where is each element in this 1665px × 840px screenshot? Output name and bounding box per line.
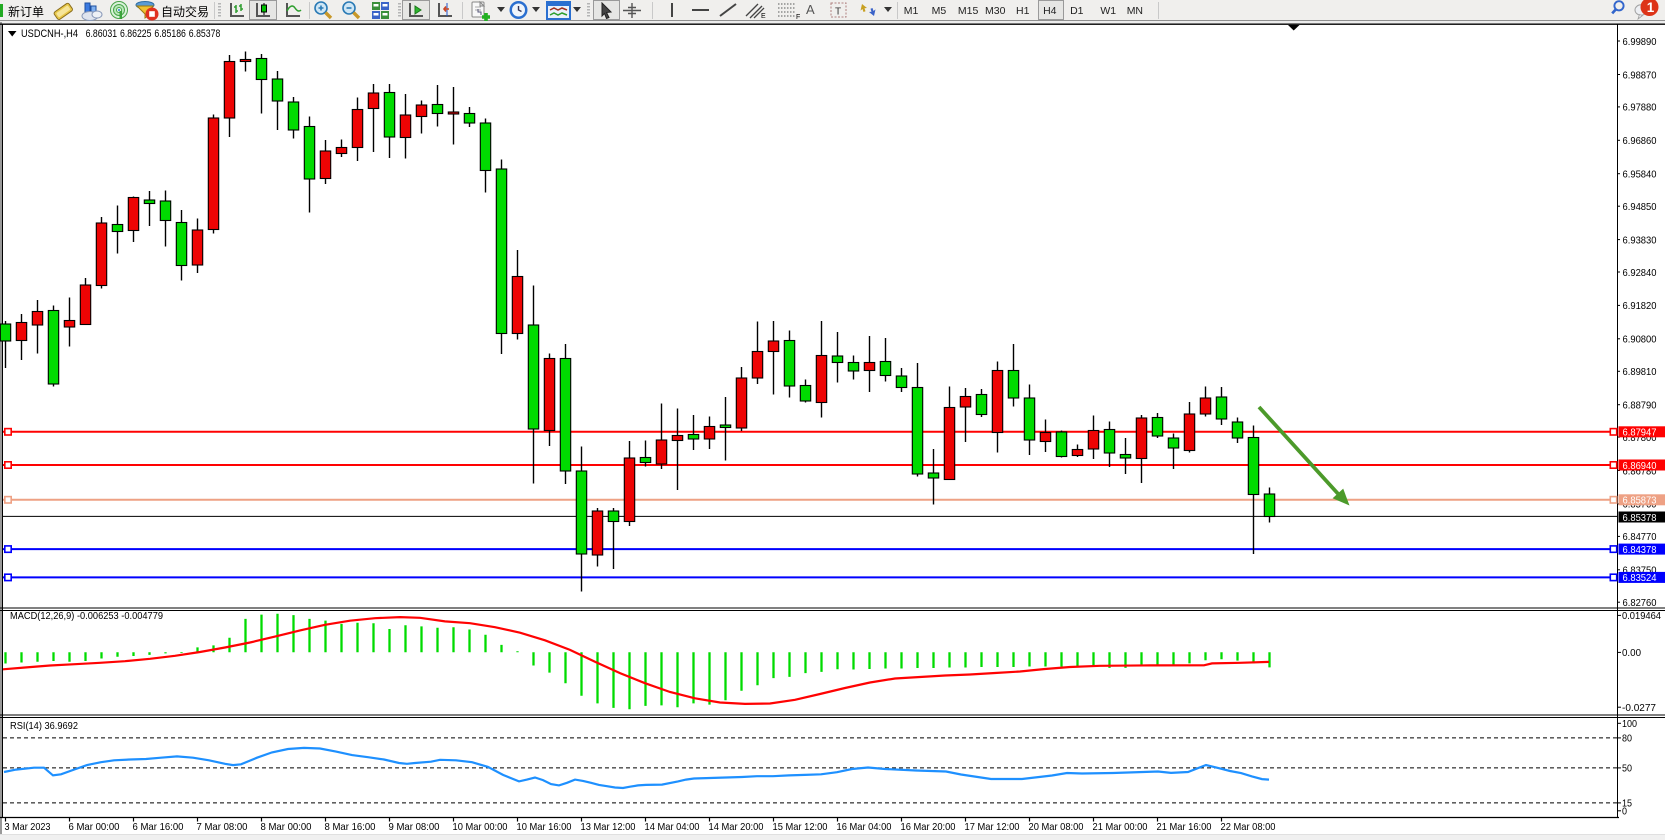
- svg-text:16 Mar 04:00: 16 Mar 04:00: [837, 821, 892, 833]
- svg-text:10 Mar 00:00: 10 Mar 00:00: [453, 821, 508, 833]
- svg-text:MACD(12,26,9) -0.006253 -0.004: MACD(12,26,9) -0.006253 -0.004779: [10, 610, 163, 622]
- svg-text:6.85378: 6.85378: [189, 28, 221, 40]
- svg-text:80: 80: [1622, 733, 1632, 745]
- svg-text:14 Mar 04:00: 14 Mar 04:00: [645, 821, 700, 833]
- svg-text:6.92840: 6.92840: [1623, 267, 1657, 279]
- svg-text:6.85873: 6.85873: [1623, 495, 1657, 507]
- svg-text:20 Mar 08:00: 20 Mar 08:00: [1029, 821, 1084, 833]
- svg-text:6.84378: 6.84378: [1623, 544, 1657, 556]
- svg-text:17 Mar 12:00: 17 Mar 12:00: [965, 821, 1020, 833]
- svg-text:6.83524: 6.83524: [1623, 572, 1657, 584]
- svg-text:6.93830: 6.93830: [1623, 234, 1657, 246]
- svg-text:22 Mar 08:00: 22 Mar 08:00: [1221, 821, 1276, 833]
- svg-text:6.97880: 6.97880: [1623, 102, 1657, 114]
- svg-text:T: T: [835, 7, 841, 18]
- svg-text:6.95840: 6.95840: [1623, 169, 1657, 181]
- svg-text:6.90800: 6.90800: [1623, 334, 1657, 346]
- svg-text:6.82760: 6.82760: [1623, 597, 1657, 609]
- svg-text:RSI(14) 36.9692: RSI(14) 36.9692: [10, 720, 78, 732]
- svg-text:50: 50: [1622, 763, 1632, 775]
- svg-text:-0.0277: -0.0277: [1622, 702, 1656, 714]
- svg-text:6.85186: 6.85186: [154, 28, 186, 40]
- svg-text:10 Mar 16:00: 10 Mar 16:00: [517, 821, 572, 833]
- svg-text:6.96860: 6.96860: [1623, 135, 1657, 147]
- svg-text:6 Mar 00:00: 6 Mar 00:00: [69, 821, 120, 833]
- svg-text:21 Mar 00:00: 21 Mar 00:00: [1093, 821, 1148, 833]
- svg-text:21 Mar 16:00: 21 Mar 16:00: [1157, 821, 1212, 833]
- svg-text:6.91820: 6.91820: [1623, 300, 1657, 312]
- svg-text:6.86225: 6.86225: [120, 28, 152, 40]
- svg-text:0.019464: 0.019464: [1622, 610, 1661, 622]
- svg-text:6.86940: 6.86940: [1623, 460, 1657, 472]
- svg-text:15: 15: [1622, 798, 1632, 810]
- svg-text:100: 100: [1622, 718, 1637, 730]
- svg-text:6.86031: 6.86031: [86, 28, 118, 40]
- svg-text:0: 0: [1622, 805, 1627, 817]
- svg-text:6.87947: 6.87947: [1623, 427, 1657, 439]
- svg-text:13 Mar 12:00: 13 Mar 12:00: [581, 821, 636, 833]
- svg-text:7 Mar 08:00: 7 Mar 08:00: [197, 821, 248, 833]
- svg-text:6.99890: 6.99890: [1623, 36, 1657, 48]
- svg-text:1: 1: [1647, 0, 1655, 15]
- svg-text:F: F: [796, 14, 800, 20]
- svg-text:6.88790: 6.88790: [1623, 400, 1657, 412]
- svg-text:15 Mar 12:00: 15 Mar 12:00: [773, 821, 828, 833]
- svg-text:16 Mar 20:00: 16 Mar 20:00: [901, 821, 956, 833]
- svg-text:0.00: 0.00: [1622, 647, 1641, 659]
- svg-text:3 Mar 2023: 3 Mar 2023: [5, 821, 51, 833]
- svg-text:9 Mar 08:00: 9 Mar 08:00: [389, 821, 440, 833]
- svg-text:6.94850: 6.94850: [1623, 201, 1657, 213]
- svg-text:14 Mar 20:00: 14 Mar 20:00: [709, 821, 764, 833]
- svg-text:6.85378: 6.85378: [1623, 512, 1657, 524]
- svg-text:USDCNH-,H4: USDCNH-,H4: [21, 28, 78, 40]
- svg-text:6.89810: 6.89810: [1623, 366, 1657, 378]
- svg-text:8 Mar 00:00: 8 Mar 00:00: [261, 821, 312, 833]
- svg-text:E: E: [761, 13, 766, 20]
- svg-text:6.98870: 6.98870: [1623, 69, 1657, 81]
- svg-text:6.84770: 6.84770: [1623, 531, 1657, 543]
- svg-text:8 Mar 16:00: 8 Mar 16:00: [325, 821, 376, 833]
- svg-text:6 Mar 16:00: 6 Mar 16:00: [133, 821, 184, 833]
